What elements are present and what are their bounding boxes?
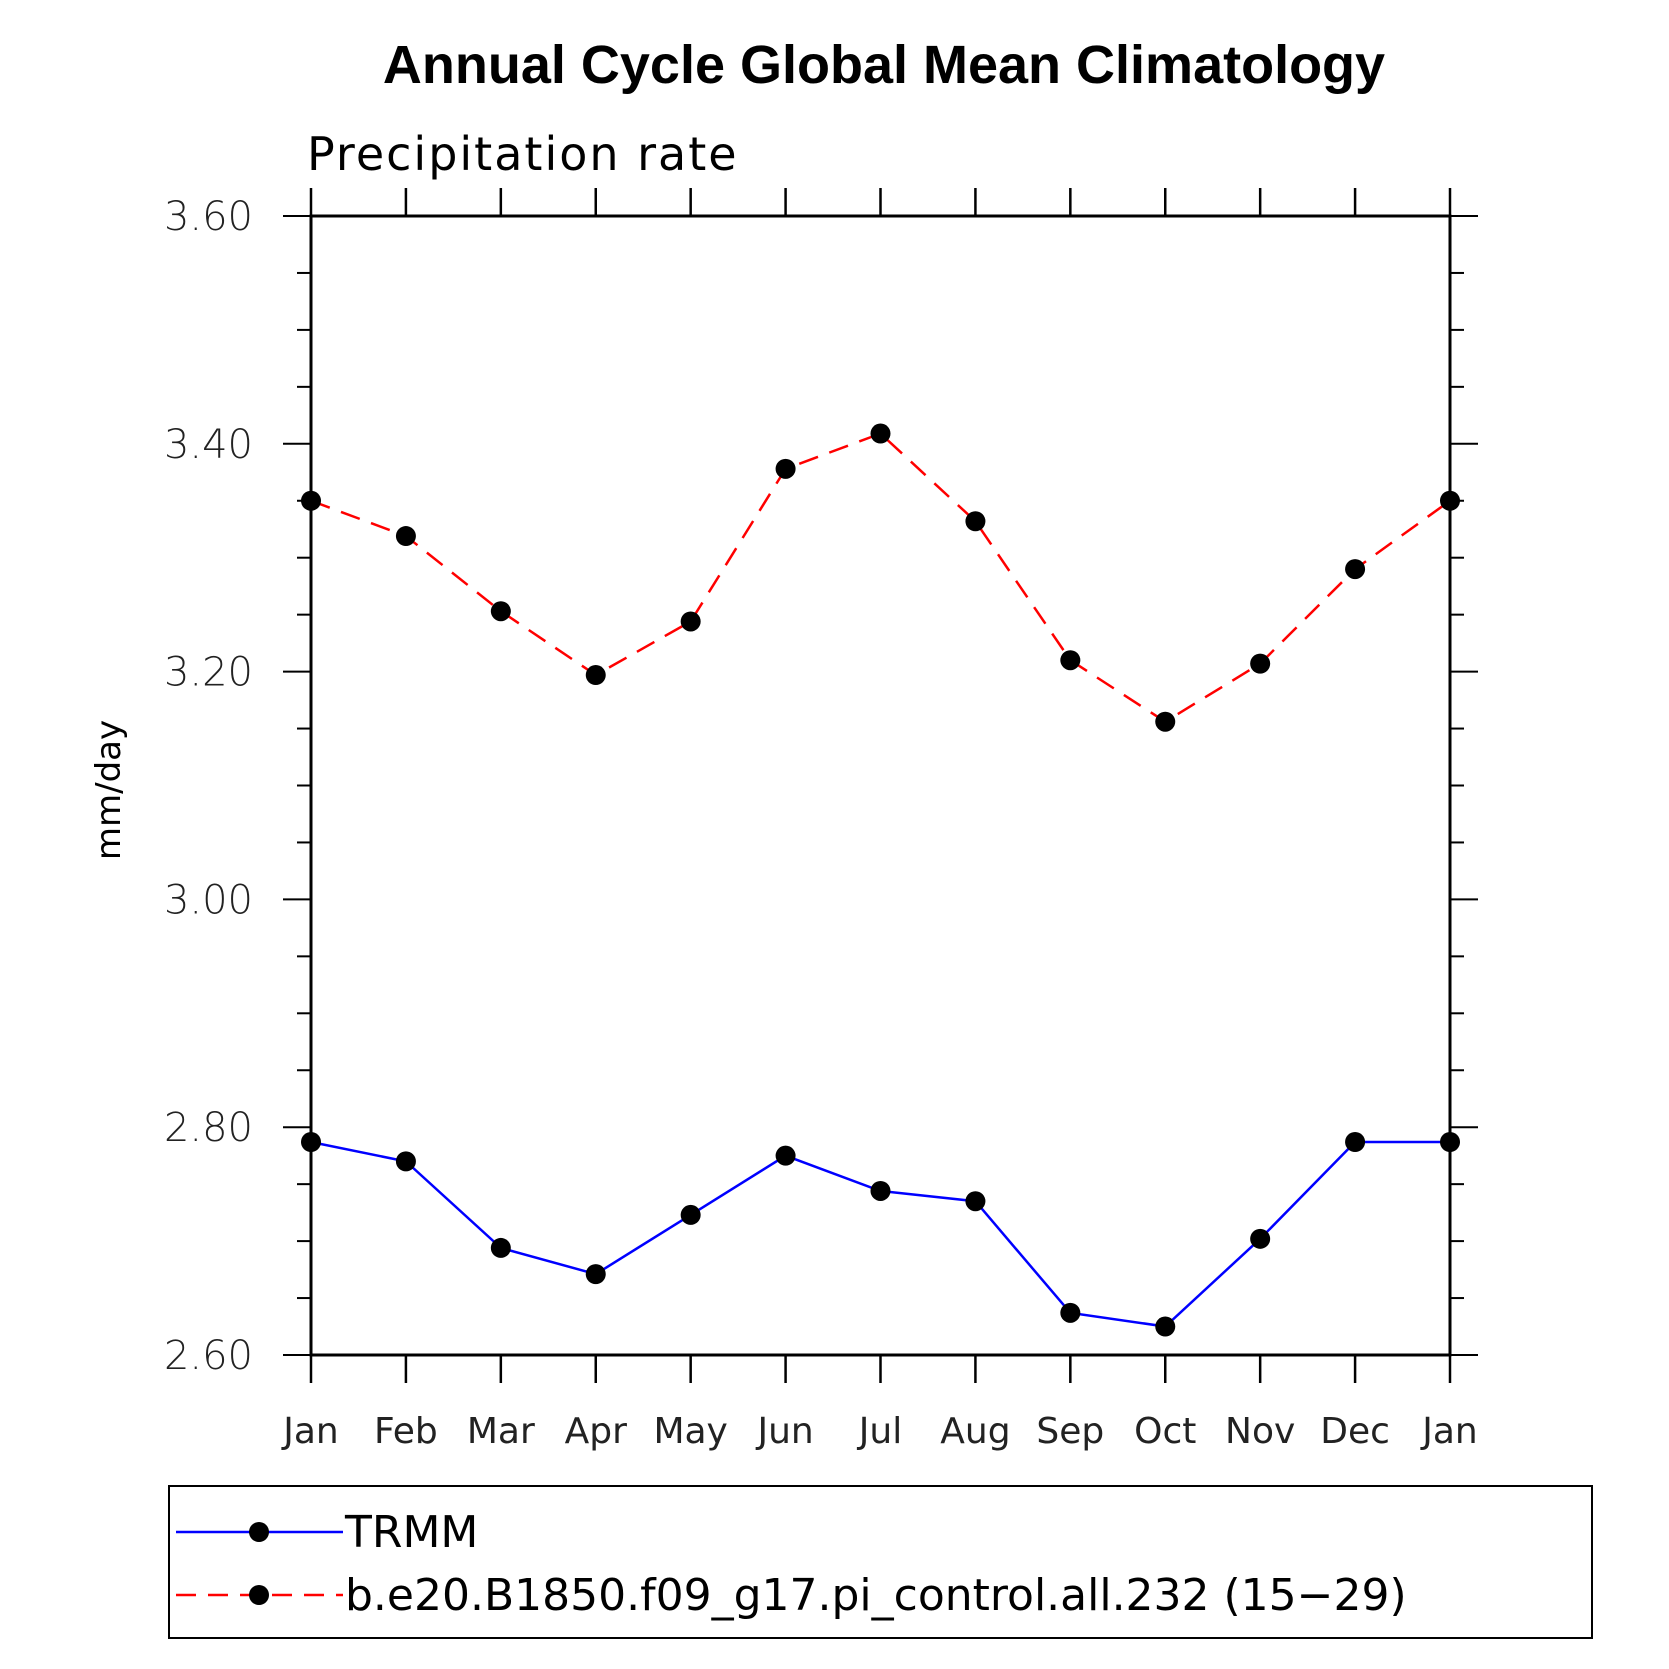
legend-marker-0: [249, 1522, 269, 1542]
data-point-series-0: [490, 1237, 511, 1258]
data-point-series-1: [965, 511, 986, 532]
y-tick-label: 3.60: [164, 194, 253, 240]
data-point-series-0: [1155, 1316, 1176, 1337]
data-point-series-1: [490, 601, 511, 622]
x-tick-label: Mar: [467, 1411, 535, 1452]
data-point-series-0: [965, 1191, 986, 1212]
data-point-series-0: [680, 1204, 701, 1225]
x-tick-label: May: [653, 1411, 727, 1452]
legend: TRMM b.e20.B1850.f09_g17.pi_control.all.2…: [168, 1485, 1593, 1639]
x-tick-label: Feb: [374, 1411, 438, 1452]
y-tick-label: 3.40: [164, 422, 253, 468]
data-point-series-0: [1060, 1302, 1081, 1323]
axes: 2.60 2.80 3.00 3.20 3.40 3.60 Jan Feb Mar Apr May J…: [164, 188, 1478, 1452]
data-point-series-1: [680, 611, 701, 632]
x-tick-label: Dec: [1320, 1411, 1390, 1452]
x-tick-label: Apr: [565, 1411, 627, 1452]
series-line-1: [310, 432, 1451, 724]
data-point-series-0: [395, 1151, 416, 1172]
data-point-series-1: [395, 526, 416, 547]
chart-subtitle: Precipitation rate: [307, 127, 739, 181]
data-point-series-0: [1250, 1228, 1271, 1249]
x-tick-label: Sep: [1036, 1411, 1104, 1452]
y-tick-label: 3.20: [164, 650, 253, 696]
data-point-series-0: [301, 1132, 321, 1153]
legend-label-1: b.e20.B1850.f09_g17.pi_control.all.232 (…: [345, 1570, 1407, 1621]
x-tick-label: Jun: [755, 1411, 813, 1452]
data-point-series-1: [585, 665, 606, 686]
y-tick-label: 2.80: [164, 1105, 253, 1151]
series-layer: [301, 423, 1460, 1337]
data-point-series-0: [1345, 1132, 1366, 1153]
legend-label-0: TRMM: [344, 1507, 478, 1558]
x-tick-label: Oct: [1134, 1411, 1196, 1452]
data-point-series-1: [301, 490, 321, 511]
data-point-series-1: [1345, 559, 1366, 580]
legend-marker-1: [249, 1585, 269, 1605]
data-point-series-1: [1155, 711, 1176, 732]
data-point-series-1: [1060, 650, 1081, 671]
x-tick-label: Jan: [281, 1411, 339, 1452]
x-tick-label: Jan: [1420, 1411, 1478, 1452]
data-point-series-0: [1440, 1132, 1460, 1153]
data-point-series-1: [1440, 490, 1460, 511]
legend-box: [168, 1485, 1593, 1639]
data-point-series-0: [775, 1145, 796, 1166]
y-axis-label: mm/day: [89, 720, 129, 860]
series-line-0: [310, 1140, 1450, 1328]
x-tick-label: Jul: [857, 1411, 902, 1452]
y-tick-label: 3.00: [164, 877, 253, 923]
x-tick-label: Aug: [940, 1411, 1010, 1452]
data-point-series-1: [1250, 653, 1271, 674]
y-tick-label: 2.60: [164, 1333, 253, 1379]
x-tick-label: Nov: [1225, 1411, 1295, 1452]
data-point-series-1: [870, 423, 891, 444]
data-point-series-0: [585, 1264, 606, 1285]
chart-title: Annual Cycle Global Mean Climatology: [383, 35, 1385, 95]
data-point-series-1: [775, 458, 796, 479]
data-point-series-0: [870, 1180, 891, 1201]
